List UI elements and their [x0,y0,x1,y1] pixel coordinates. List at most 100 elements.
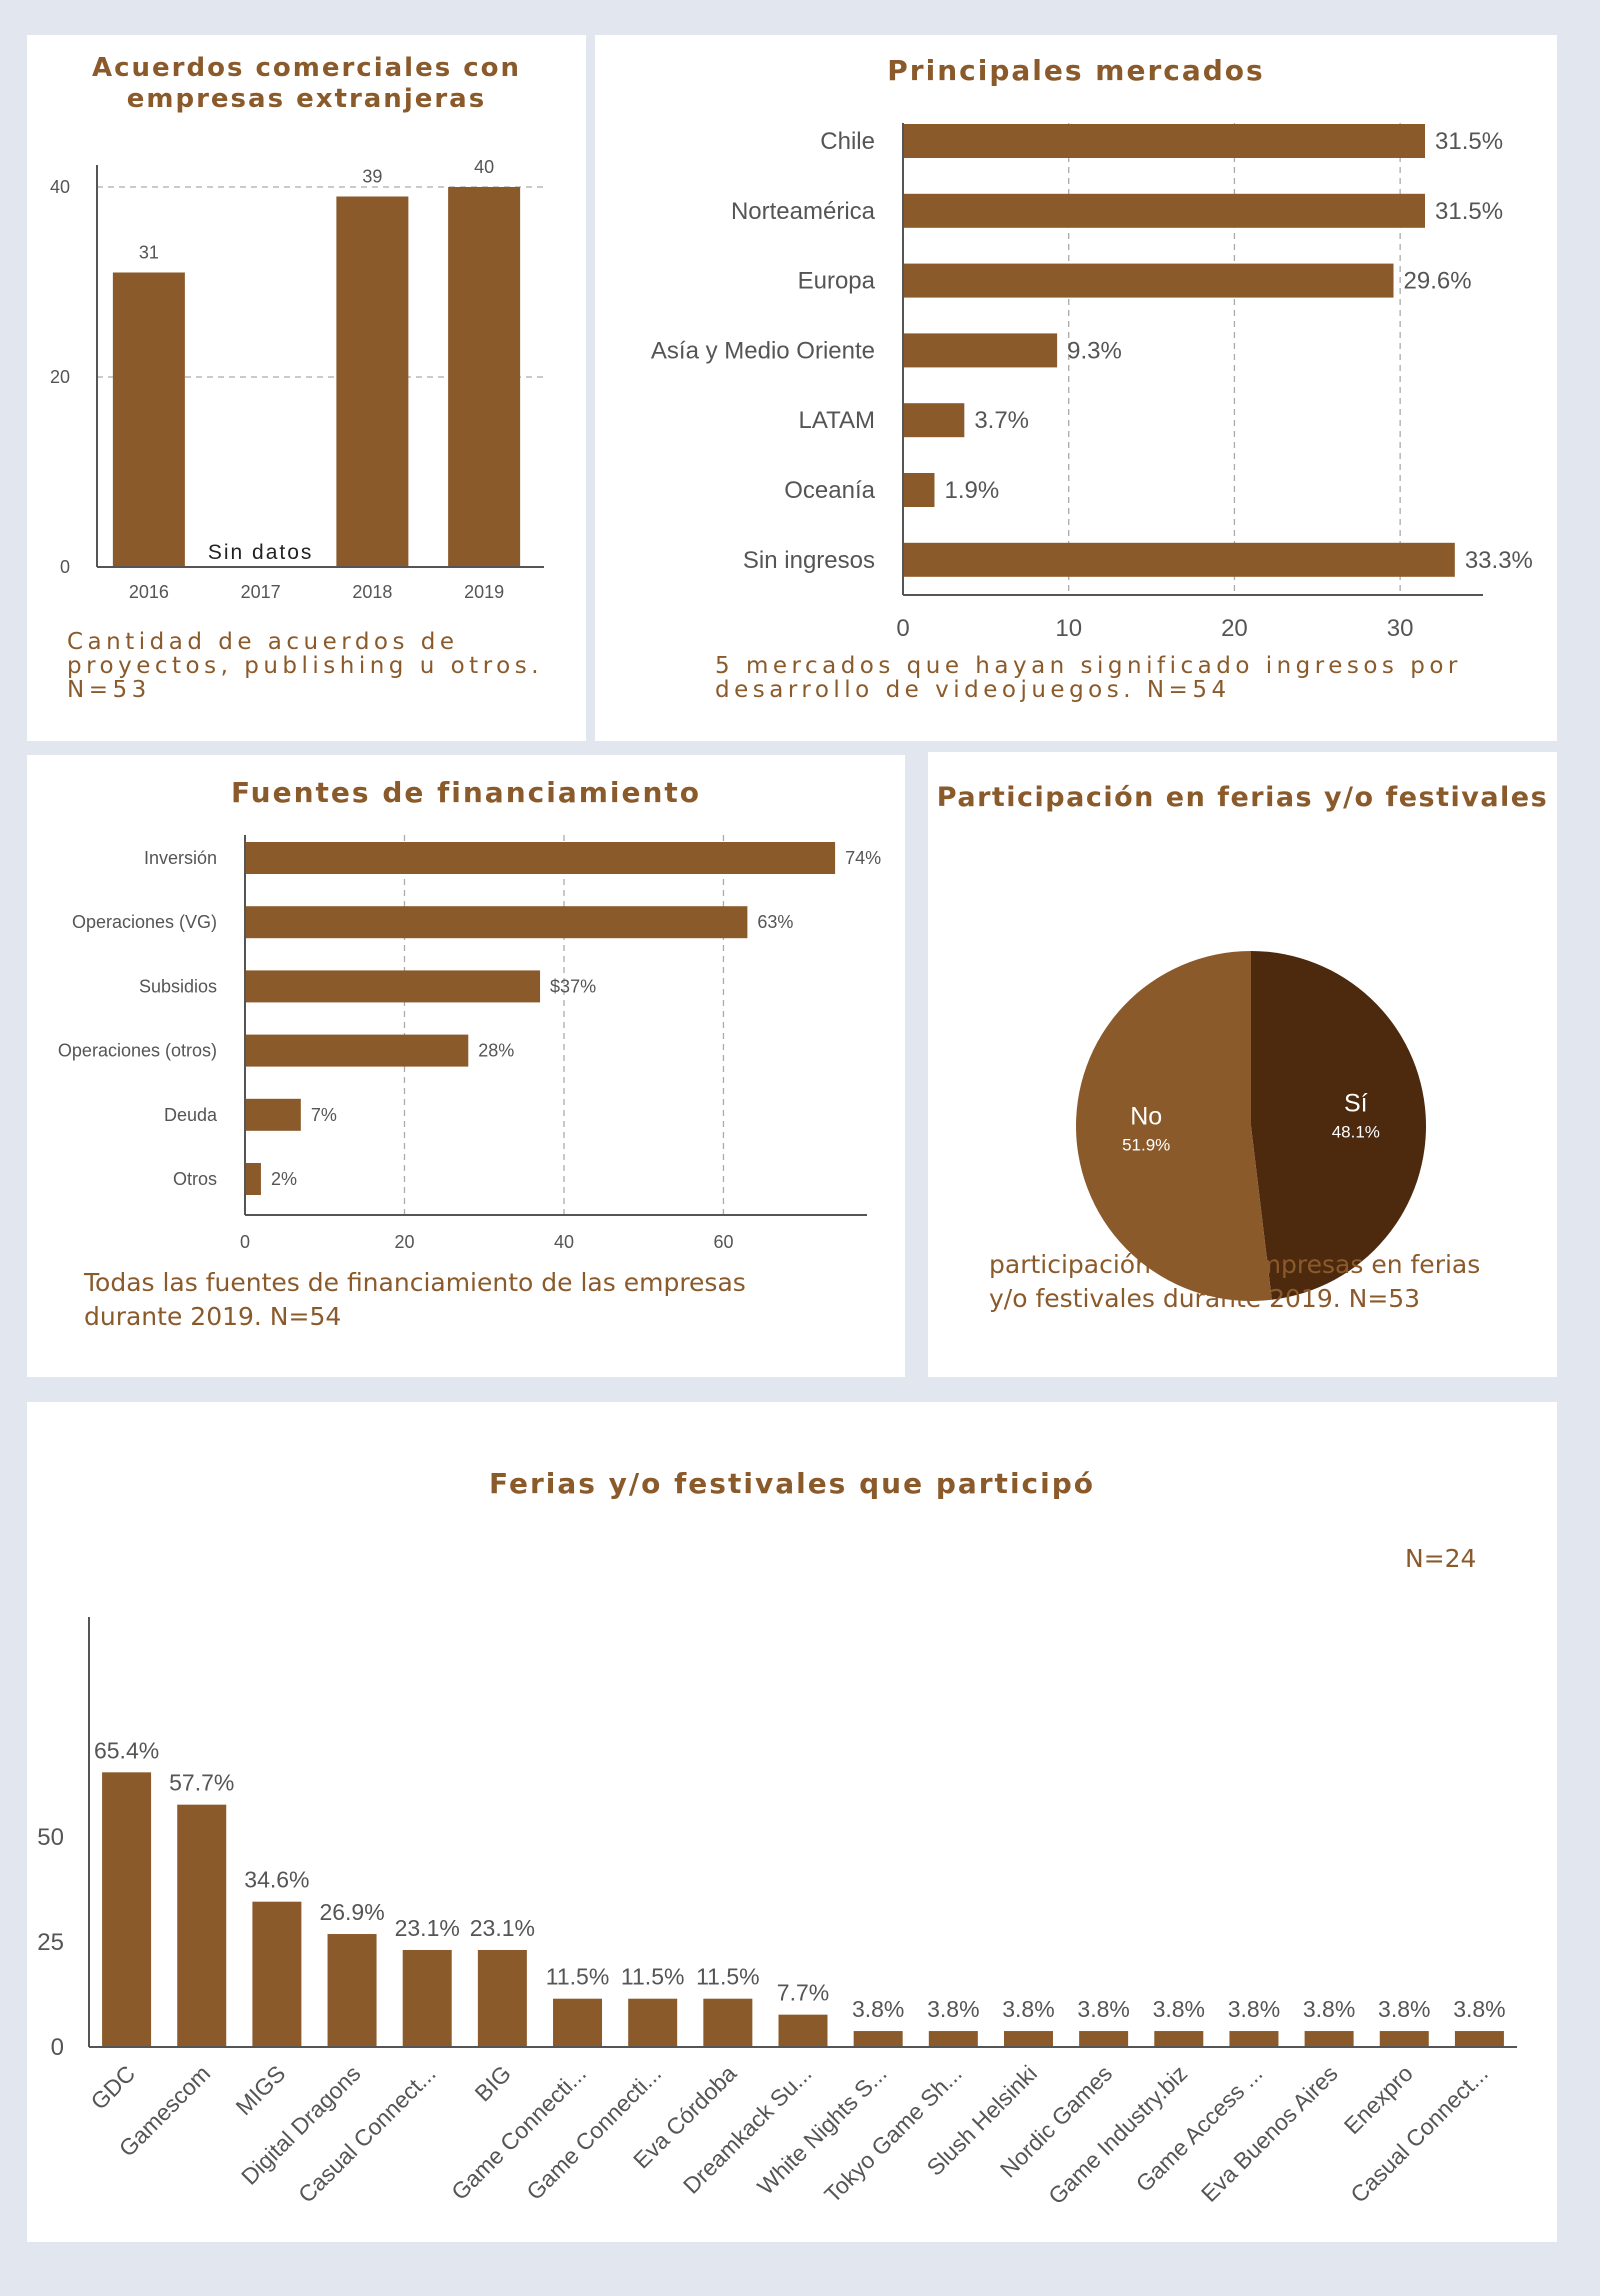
fairs-bar [928,2031,978,2047]
fairs-ytick-label: 25 [37,1929,64,1956]
agreements-value-label: 40 [474,157,494,177]
fairs-xtick-label: GDC [86,2060,141,2115]
markets-category-label: Norteamérica [731,198,876,225]
markets-category-label: Sin ingresos [743,547,875,574]
markets-bar [903,333,1058,368]
funding-xtick-label: 40 [554,1232,574,1252]
markets-bar [903,473,935,507]
participation-slice-value: 51.9% [1122,1135,1170,1154]
funding-bar [245,1163,261,1195]
fairs-value-label: 11.5% [621,1964,685,1990]
fairs-title: Ferias y/o festivales que participó [488,1467,1096,1500]
fairs-bar [1154,2031,1204,2047]
fairs-bar [1229,2031,1279,2047]
markets-xtick-label: 30 [1387,615,1414,642]
agreements-xtick-label: 2017 [241,582,281,602]
fairs-ytick-label: 0 [51,2034,64,2061]
fairs-value-label: 23.1% [395,1915,460,1941]
markets-value-label: 31.5% [1435,198,1503,225]
funding-bar [245,1034,469,1067]
funding-value-label: 63% [757,912,793,932]
markets-category-label: Chile [820,128,875,155]
agreements-ytick-label: 0 [60,557,70,577]
markets-bar [903,193,1425,228]
agreements-title: Acuerdos comerciales con empresas extran… [91,53,522,114]
fairs-ytick-label: 50 [37,1824,64,1851]
fairs-value-label: 11.5% [696,1964,760,1990]
agreements-xtick-label: 2016 [129,582,169,602]
fairs-xtick-label: Game Access ... [1131,2060,1268,2197]
fairs-value-label: 3.8% [927,1996,979,2022]
funding-bar [245,842,836,874]
fairs-bar [1304,2031,1354,2047]
funding-caption: Todas las fuentes de financiamiento de l… [84,1268,746,1331]
agreements-bar [112,272,185,567]
fairs-xtick-label: Game Industry.biz [1043,2060,1192,2209]
agreements-xtick-label: 2018 [352,582,392,602]
agreements-bar [448,187,521,567]
fairs-n-annotation: N=24 [1405,1544,1477,1573]
agreements-value-label: 39 [362,167,382,187]
fairs-value-label: 3.8% [1378,1996,1430,2022]
fairs-xtick-label: Game Connecti... [521,2060,666,2205]
funding-category-label: Otros [173,1169,217,1189]
fairs-bar [1454,2031,1504,2047]
fairs-value-label: 3.8% [1002,1996,1054,2022]
funding-title: Fuentes de financiamiento [230,776,702,809]
agreements-ytick-label: 20 [50,367,70,387]
participation-caption: participación de las empresas en ferias … [989,1250,1481,1313]
fairs-value-label: 3.8% [852,1996,904,2022]
agreements-bar [336,196,409,567]
fairs-bar [628,1998,678,2047]
fairs-value-label: 3.8% [1077,1996,1129,2022]
fairs-xtick-label: MIGS [230,2060,290,2120]
agreements-value-label: 31 [139,243,159,263]
markets-bar [903,403,965,438]
fairs-value-label: 3.8% [1228,1996,1280,2022]
agreements-ytick-label: 40 [50,177,70,197]
fairs-bar [1079,2031,1129,2047]
fairs-value-label: 3.8% [1303,1996,1355,2022]
fairs-xtick-label: Tokyo Game Sh... [819,2060,967,2208]
markets-value-label: 3.7% [974,407,1029,434]
fairs-xtick-label: BIG [470,2060,516,2106]
participation-slice-value: 48.1% [1332,1123,1380,1142]
markets-value-label: 29.6% [1404,268,1472,295]
fairs-xtick-label: Game Connecti... [446,2060,591,2205]
participation-slice-label: Sí [1344,1090,1368,1118]
participation-title: Participación en ferias y/o festivales [936,782,1549,813]
fairs-xtick-label: Dreamkack Su... [678,2060,817,2199]
funding-bar [245,1098,301,1131]
funding-xtick-label: 20 [394,1232,414,1252]
fairs-value-label: 3.8% [1453,1996,1505,2022]
markets-category-label: Oceanía [784,477,875,504]
fairs-bar [1379,2031,1429,2047]
fairs-value-label: 57.7% [169,1770,234,1796]
funding-value-label: 7% [311,1105,337,1125]
markets-title: Principales mercados [887,54,1265,87]
fairs-xtick-label: Casual Connect... [1345,2060,1493,2208]
fairs-bar [102,1772,152,2047]
funding-panel: Fuentes de financiamiento 0 20 40 60 74% Inve… [27,755,905,1377]
fairs-bar [177,1804,227,2047]
markets-xtick-label: 20 [1221,615,1248,642]
fairs-panel: Ferias y/o festivales que participó N=24… [27,1402,1557,2242]
agreements-chart: 0 20 40 31 2016 Sin datos 2017 39 2018 40 2019 [50,157,544,602]
agreements-missing-label: Sin datos [208,541,314,564]
markets-category-label: Europa [798,268,876,295]
fairs-bar [327,1934,377,2047]
markets-bar [903,124,1425,158]
markets-value-label: 31.5% [1435,128,1503,155]
markets-value-label: 9.3% [1067,337,1122,364]
funding-xtick-label: 60 [713,1232,733,1252]
markets-bar [903,542,1455,577]
funding-chart: 0 20 40 60 74% Inversión 63% Operaciones (VG) $3… [58,835,881,1252]
fairs-bar [853,2031,903,2047]
markets-category-label: LATAM [799,407,875,434]
fairs-bar [778,2014,828,2047]
fairs-xtick-label: White Nights S... [752,2060,891,2199]
markets-caption: 5 mercados que hayan significado ingreso… [715,653,1462,703]
fairs-value-label: 11.5% [546,1964,610,1990]
fairs-value-label: 65.4% [94,1737,159,1763]
funding-category-label: Subsidios [139,976,217,996]
